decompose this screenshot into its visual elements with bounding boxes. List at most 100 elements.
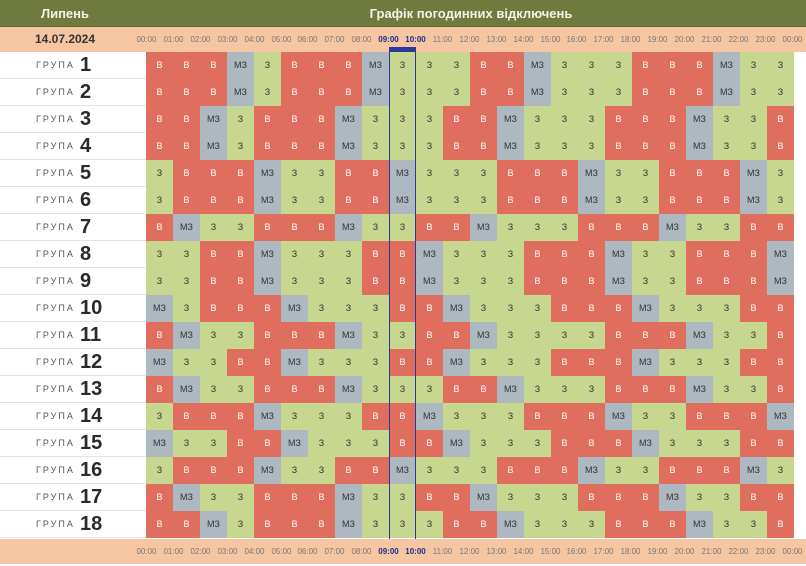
schedule-cell: В: [308, 106, 335, 133]
group-number: 7: [80, 216, 92, 238]
schedule-cell: В: [686, 403, 713, 430]
schedule-cell: З: [659, 349, 686, 376]
top-hour-label: 00:00: [782, 35, 803, 44]
bottom-hour-label: 05:00: [271, 547, 292, 556]
group-word: ГРУПА: [36, 384, 75, 394]
schedule-cell: З: [524, 214, 551, 241]
schedule-cell: МЗ: [173, 484, 200, 511]
schedule-cell: В: [632, 322, 659, 349]
schedule-cell: В: [281, 322, 308, 349]
group-number: 4: [80, 135, 92, 157]
schedule-cell: В: [524, 457, 551, 484]
schedule-cell: З: [497, 241, 524, 268]
schedule-cell: В: [470, 511, 497, 538]
schedule-cell: З: [362, 484, 389, 511]
schedule-cell: З: [632, 160, 659, 187]
schedule-cell: В: [605, 133, 632, 160]
schedule-cell: В: [632, 484, 659, 511]
group-word: ГРУПА: [36, 303, 75, 313]
schedule-cell: МЗ: [200, 106, 227, 133]
schedule-cell: В: [713, 160, 740, 187]
schedule-cell: В: [254, 106, 281, 133]
bottom-hour-label: 02:00: [190, 547, 211, 556]
schedule-cell: В: [659, 133, 686, 160]
schedule-cell: МЗ: [281, 349, 308, 376]
schedule-cell: З: [443, 187, 470, 214]
schedule-cell: З: [335, 430, 362, 457]
schedule-cell: В: [524, 241, 551, 268]
schedule-cell: З: [281, 268, 308, 295]
schedule-cell: З: [470, 403, 497, 430]
schedule-cell: МЗ: [767, 403, 794, 430]
bottom-hour-label: 03:00: [217, 547, 238, 556]
schedule-cell: З: [227, 133, 254, 160]
group-number: 6: [80, 189, 92, 211]
schedule-cell: В: [659, 376, 686, 403]
top-hour-label: 21:00: [701, 35, 722, 44]
schedule-cell: З: [470, 160, 497, 187]
schedule-cell: МЗ: [335, 484, 362, 511]
schedule-cell: З: [767, 457, 794, 484]
schedule-cell: В: [659, 187, 686, 214]
schedule-cell: В: [740, 214, 767, 241]
schedule-cell: З: [686, 430, 713, 457]
schedule-cell: З: [362, 295, 389, 322]
schedule-cell: В: [740, 403, 767, 430]
schedule-cell: З: [308, 349, 335, 376]
schedule-cell: З: [578, 511, 605, 538]
schedule-cell: В: [200, 295, 227, 322]
schedule-cell: З: [713, 349, 740, 376]
schedule-cell: З: [659, 295, 686, 322]
schedule-cell: В: [767, 430, 794, 457]
schedule-cell: З: [416, 106, 443, 133]
date-label: 14.07.2024: [34, 32, 96, 46]
schedule-grid: В В В МЗ З В В В МЗ З З З В В МЗ З З З В В В МЗ З З В В В МЗ З В В В МЗ З…: [146, 52, 806, 538]
schedule-cell: В: [713, 268, 740, 295]
schedule-cell: В: [281, 133, 308, 160]
schedule-cell: З: [470, 457, 497, 484]
schedule-cell: МЗ: [227, 79, 254, 106]
schedule-cell: В: [254, 322, 281, 349]
bottom-hour-label: 11:00: [432, 547, 453, 556]
schedule-cell: З: [578, 52, 605, 79]
bottom-hour-label: 23:00: [755, 547, 776, 556]
schedule-cell: МЗ: [146, 295, 173, 322]
top-hour-label: 08:00: [351, 35, 372, 44]
schedule-cell: З: [713, 295, 740, 322]
schedule-cell: З: [443, 52, 470, 79]
group-number: 16: [80, 459, 103, 481]
schedule-cell: В: [173, 79, 200, 106]
schedule-cell: З: [740, 376, 767, 403]
schedule-cell: З: [740, 322, 767, 349]
schedule-cell: В: [227, 268, 254, 295]
schedule-cell: З: [200, 322, 227, 349]
schedule-cell: МЗ: [767, 241, 794, 268]
schedule-cell: З: [497, 322, 524, 349]
schedule-cell: В: [443, 133, 470, 160]
schedule-cell: В: [605, 376, 632, 403]
schedule-cell: З: [632, 403, 659, 430]
schedule-cell: З: [146, 403, 173, 430]
schedule-cell: МЗ: [200, 511, 227, 538]
schedule-cell: В: [497, 52, 524, 79]
group-word: ГРУПА: [36, 357, 75, 367]
group-row-label: ГРУПА 11: [0, 322, 146, 349]
schedule-cell: МЗ: [254, 187, 281, 214]
schedule-cell: З: [497, 295, 524, 322]
schedule-cell: З: [362, 511, 389, 538]
schedule-cell: В: [740, 430, 767, 457]
schedule-cell: В: [659, 79, 686, 106]
schedule-cell: В: [281, 52, 308, 79]
schedule-cell: МЗ: [335, 511, 362, 538]
schedule-cell: В: [416, 430, 443, 457]
group-row-label: ГРУПА 15: [0, 430, 146, 457]
schedule-cell: МЗ: [740, 187, 767, 214]
schedule-cell: З: [146, 268, 173, 295]
schedule-cell: В: [281, 79, 308, 106]
schedule-cell: З: [200, 430, 227, 457]
schedule-cell: З: [200, 214, 227, 241]
bottom-hour-label: 10:00: [405, 547, 426, 556]
schedule-cell: МЗ: [389, 187, 416, 214]
schedule-cell: З: [389, 322, 416, 349]
schedule-cell: З: [389, 106, 416, 133]
